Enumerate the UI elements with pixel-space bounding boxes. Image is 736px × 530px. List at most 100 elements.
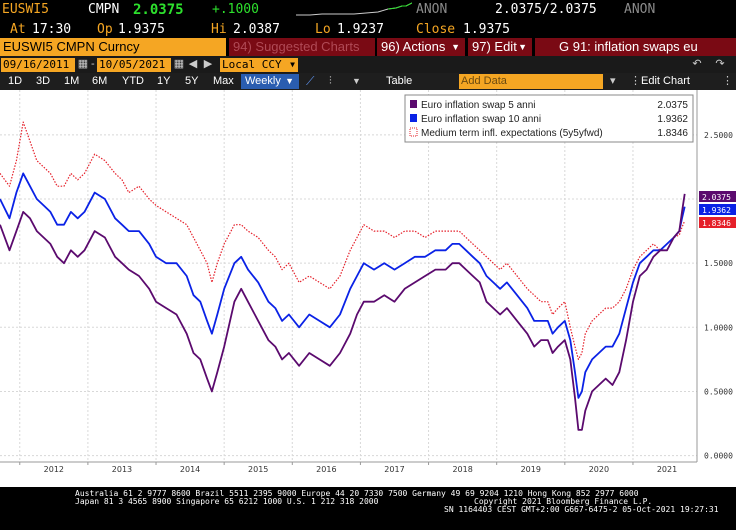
x-tick-label: 2018: [452, 465, 472, 474]
quote-bar: EUSWI5 CMPN 2.0375 +.1000 ANON 2.0375/2.…: [0, 0, 736, 20]
range-3d[interactable]: 3D: [36, 75, 51, 87]
ticker: EUSWI5: [2, 2, 49, 17]
security-name[interactable]: EUSWI5 CMPN Curncy: [0, 38, 226, 56]
x-tick-label: 2014: [180, 465, 200, 474]
range-1d[interactable]: 1D: [8, 75, 23, 87]
last-value-label-0: 2.0375: [702, 193, 731, 202]
x-tick-label: 2019: [521, 465, 541, 474]
chevron-down-icon: ▼: [451, 42, 460, 52]
at-label: At: [10, 22, 26, 37]
series-line-2: [0, 121, 686, 360]
open-label: Op: [97, 22, 113, 37]
x-tick-label: 2021: [657, 465, 677, 474]
chevron-down-icon: ▼: [290, 60, 295, 69]
start-date-input[interactable]: 09/16/2011: [1, 58, 75, 72]
date-bar: [0, 56, 736, 73]
x-tick-label: 2013: [112, 465, 132, 474]
x-tick-label: 2017: [384, 465, 404, 474]
chart-area: 0.00000.50001.00001.50002.00002.50002012…: [0, 90, 736, 487]
sparkline: [296, 2, 412, 16]
footer: Australia 61 2 9777 8600 Brazil 5511 239…: [0, 487, 736, 530]
low-value: 1.9237: [337, 22, 384, 37]
series-line-0: [0, 193, 686, 431]
price-change: +.1000: [212, 2, 259, 17]
footer-contacts-line1: Australia 61 2 9777 8600 Brazil 5511 239…: [75, 489, 639, 498]
last-value-tag-2: [699, 217, 736, 228]
y-tick-label: 0.5000: [704, 387, 733, 396]
date-separator: -: [91, 58, 95, 70]
actions-button[interactable]: 96) Actions ▼: [377, 38, 465, 56]
high-label: Hi: [211, 22, 227, 37]
page-title: G 91: inflation swaps eu: [535, 38, 736, 56]
edit-button[interactable]: 97) Edit ▼: [468, 38, 532, 56]
account-code: ANON: [416, 2, 448, 17]
step-forward-icon[interactable]: ▶: [203, 58, 213, 70]
legend-swatch-2: [409, 127, 418, 137]
add-data-input[interactable]: Add Data: [459, 74, 603, 89]
range-6m[interactable]: 6M: [92, 75, 108, 87]
high-value: 2.0387: [233, 22, 280, 37]
close-value: 1.9375: [463, 22, 510, 37]
currency-select[interactable]: Local CCY ▼: [220, 58, 298, 72]
calendar-icon[interactable]: ▦: [173, 58, 185, 70]
series-line-1: [0, 172, 686, 399]
frequency-label: Weekly: [245, 75, 281, 87]
frequency-select[interactable]: Weekly ▼: [241, 74, 299, 89]
x-tick-label: 2020: [589, 465, 609, 474]
bid-ask: 2.0375/2.0375: [495, 2, 597, 17]
line-chart-icon[interactable]: ⟋: [306, 74, 315, 88]
legend-value-2: 1.8346: [657, 128, 688, 139]
table-button[interactable]: Table: [386, 75, 413, 87]
footer-contacts-line2: Japan 81 3 4565 8900 Singapore 65 6212 1…: [75, 497, 379, 506]
legend-value-0: 2.0375: [657, 100, 688, 111]
y-tick-label: 1.0000: [704, 323, 733, 332]
edit-chart-button[interactable]: Edit Chart: [641, 75, 690, 87]
line-chart: 0.00000.50001.00001.50002.00002.50002012…: [0, 90, 736, 474]
y-tick-label: 1.5000: [704, 259, 733, 268]
low-label: Lo: [315, 22, 331, 37]
at-value: 17:30: [32, 22, 72, 37]
y-tick-label: 2.5000: [704, 131, 733, 140]
actions-label: 96) Actions: [381, 39, 446, 54]
legend-value-1: 1.9362: [657, 114, 688, 125]
close-label: Close: [416, 22, 456, 37]
open-value: 1.9375: [118, 22, 165, 37]
range-1m[interactable]: 1M: [64, 75, 80, 87]
chevron-down-icon: ▼: [518, 42, 527, 52]
x-tick-label: 2016: [316, 465, 336, 474]
edit-label: 97) Edit: [472, 39, 517, 54]
last-price: 2.0375: [133, 2, 184, 18]
legend-swatch-1: [410, 114, 417, 122]
footer-copyright: Copyright 2021 Bloomberg Finance L.P.: [474, 497, 653, 506]
chevron-down-icon: ▼: [285, 76, 294, 86]
legend-swatch-0: [410, 100, 417, 108]
suggested-charts-button[interactable]: 94) Suggested Charts: [229, 38, 375, 56]
legend-label-0: Euro inflation swap 5 anni: [421, 100, 536, 111]
edit-chart-icon: ⋮: [630, 75, 641, 87]
chevron-down-icon[interactable]: ▾: [610, 75, 616, 87]
end-date-input[interactable]: 10/05/2021: [97, 58, 171, 72]
legend-label-1: Euro inflation swap 10 anni: [421, 114, 541, 125]
y-tick-label: 0.0000: [704, 452, 733, 461]
more-options-icon[interactable]: ⋮: [722, 75, 733, 87]
last-value-label-2: 1.8346: [702, 219, 731, 228]
range-1y[interactable]: 1Y: [157, 75, 171, 87]
last-value-label-1: 1.9362: [702, 206, 731, 215]
range-max[interactable]: Max: [213, 75, 234, 87]
stats-bar: At 17:30 Op 1.9375 Hi 2.0387 Lo 1.9237 C…: [0, 20, 736, 38]
x-tick-label: 2015: [248, 465, 268, 474]
x-tick-label: 2012: [44, 465, 64, 474]
calendar-icon[interactable]: ▦: [77, 58, 89, 70]
range-5y[interactable]: 5Y: [185, 75, 199, 87]
step-back-icon[interactable]: ◀: [188, 58, 198, 70]
legend-label-2: Medium term infl. expectations (5y5yfwd): [421, 128, 603, 139]
price-source: CMPN: [88, 2, 120, 17]
bar-chart-icon[interactable]: ⫶: [329, 75, 332, 87]
footer-session-info: SN 1164403 CEST GMT+2:00 G667-6475-2 05-…: [444, 505, 719, 514]
undo-icon[interactable]: ↶: [692, 58, 702, 70]
range-bar: [0, 73, 736, 90]
range-ytd[interactable]: YTD: [122, 75, 144, 87]
redo-icon[interactable]: ↷: [715, 58, 725, 70]
currency-label: Local CCY: [222, 58, 282, 71]
chevron-down-icon[interactable]: ▼: [352, 76, 361, 86]
